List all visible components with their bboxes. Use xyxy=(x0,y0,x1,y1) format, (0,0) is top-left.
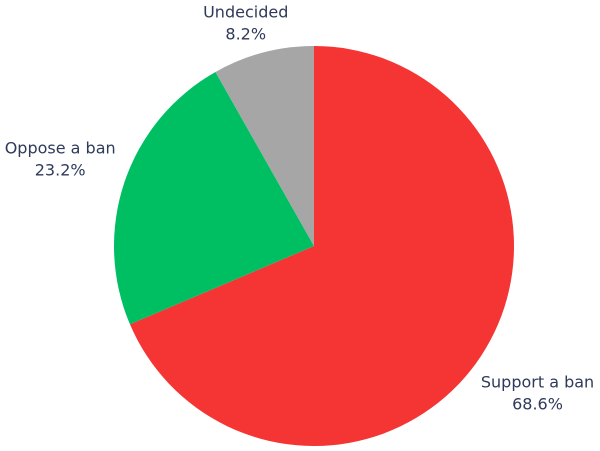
pie-slice xyxy=(215,46,314,246)
slice-label: Undecided xyxy=(203,3,288,22)
slice-value-label: 68.6% xyxy=(512,394,563,413)
slice-value-label: 8.2% xyxy=(225,25,266,44)
slice-label: Support a ban xyxy=(481,372,594,391)
slice-label: Oppose a ban xyxy=(5,138,116,157)
slice-value-label: 23.2% xyxy=(35,160,86,179)
pie-slice xyxy=(129,46,515,447)
pie-slice xyxy=(114,71,314,325)
